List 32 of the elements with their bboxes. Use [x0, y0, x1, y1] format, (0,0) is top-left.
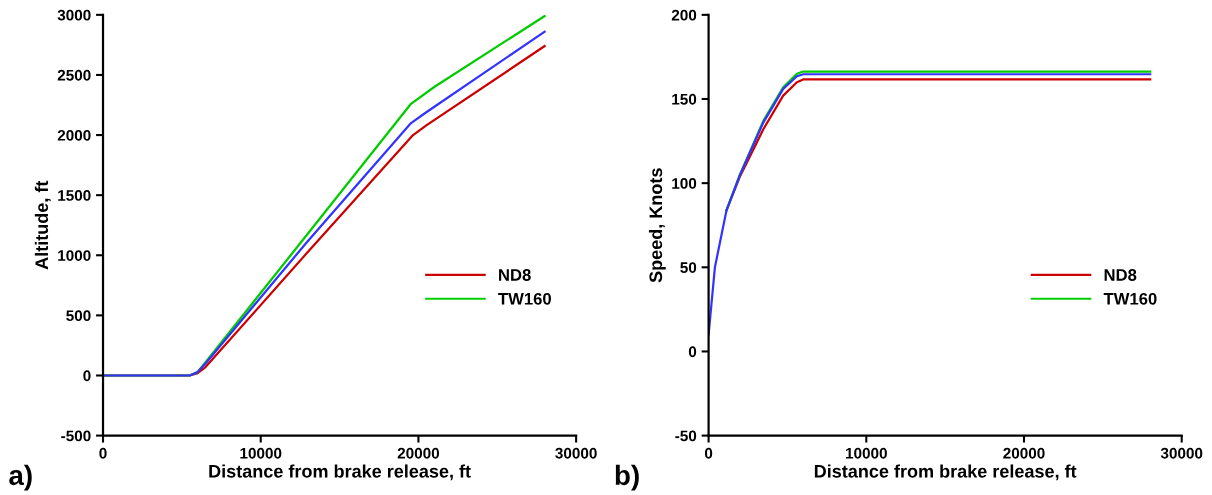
legend-label: ND8 [1104, 269, 1137, 281]
x-tick-label: 30000 [555, 447, 597, 459]
y-tick-label: -50 [675, 430, 697, 442]
text: a) [9, 464, 32, 491]
y-tick-label: 2000 [57, 129, 91, 141]
x-tick-label: 20000 [1003, 447, 1045, 459]
y-tick-label: 150 [672, 93, 697, 105]
legend-label: ND8 [499, 269, 531, 281]
x-tick-label: 20000 [397, 447, 440, 459]
y-tick-label: 50 [680, 262, 697, 273]
y-tick-label: 200 [671, 9, 697, 21]
legend-label: TW160 [498, 292, 551, 305]
y-tick-label: 1500 [58, 190, 91, 201]
y-tick-label: 0 [83, 370, 91, 382]
x-tick-label: 10000 [240, 447, 282, 459]
x-axis-title: Distance from brake release, ft [814, 464, 1077, 481]
y-axis-title: Altitude, ft [34, 180, 51, 270]
y-tick-label: 500 [66, 310, 91, 322]
x-tick-label: 0 [704, 447, 713, 459]
x-tick-label: 0 [99, 447, 107, 459]
text: b) [615, 464, 639, 491]
y-tick-label: 3000 [57, 9, 91, 21]
y-tick-label: 100 [672, 178, 697, 189]
x-axis-title: Distance from brake release, ft [209, 464, 471, 481]
legend-label: TW160 [1103, 292, 1157, 305]
x-tick-label: 30000 [1160, 447, 1203, 459]
y-axis-title: Speed, Knots [648, 168, 666, 283]
y-tick-label: -500 [61, 430, 91, 442]
x-tick-label: 10000 [846, 447, 887, 459]
y-tick-label: 1000 [58, 250, 91, 261]
y-tick-label: 2500 [57, 69, 91, 81]
y-tick-label: 0 [688, 346, 697, 358]
